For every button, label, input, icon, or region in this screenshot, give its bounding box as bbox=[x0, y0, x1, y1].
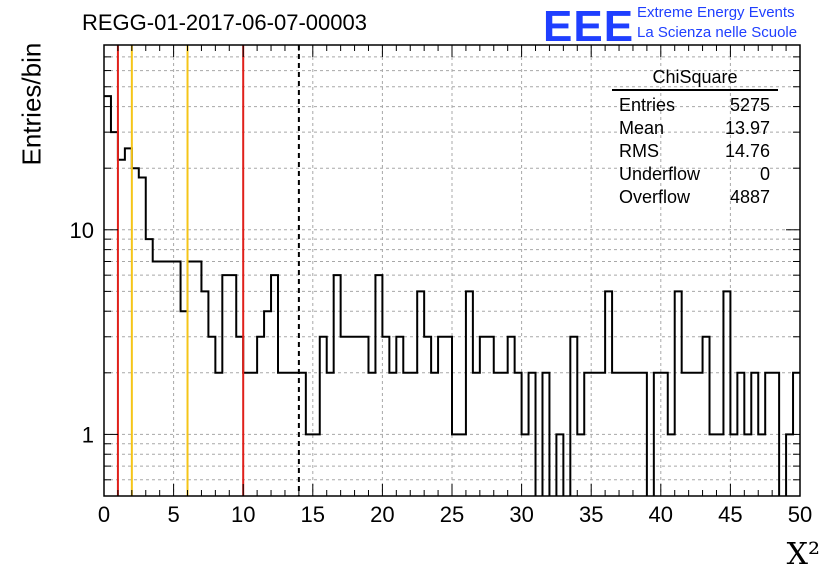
histogram-series bbox=[104, 95, 800, 496]
stats-row: RMS 14.76 bbox=[612, 140, 778, 163]
plot-title: REGG-01-2017-06-07-00003 bbox=[82, 10, 367, 35]
y-tick-label: 1 bbox=[82, 422, 94, 447]
x-tick-label: 50 bbox=[788, 502, 812, 527]
stats-value: 0 bbox=[759, 164, 770, 184]
stats-label: Underflow bbox=[619, 164, 701, 184]
x-tick-label: 45 bbox=[718, 502, 742, 527]
stats-label: Entries bbox=[619, 95, 676, 115]
stats-label: Overflow bbox=[619, 187, 691, 207]
stats-row: Underflow 0 bbox=[612, 163, 778, 186]
x-axis-label: X² bbox=[786, 537, 820, 572]
stats-box: ChiSquare Entries 5275 Mean 13.97 RMS 14.76… bbox=[612, 67, 778, 209]
stats-row: Mean 13.97 bbox=[612, 117, 778, 140]
eee-logo: EEE bbox=[543, 2, 635, 51]
logo-line-1: Extreme Energy Events bbox=[637, 4, 795, 21]
x-tick-label: 0 bbox=[98, 502, 110, 527]
x-tick-label: 25 bbox=[440, 502, 464, 527]
x-tick-label: 10 bbox=[231, 502, 255, 527]
x-tick-label: 5 bbox=[167, 502, 179, 527]
stats-value: 14.76 bbox=[724, 141, 770, 161]
stats-value: 13.97 bbox=[724, 118, 770, 138]
stats-value: 4887 bbox=[729, 187, 770, 207]
stats-label: Mean bbox=[619, 118, 665, 138]
x-tick-label: 40 bbox=[649, 502, 673, 527]
stats-label: RMS bbox=[619, 141, 659, 161]
stats-row: Overflow 4887 bbox=[612, 186, 778, 209]
x-tick-label: 20 bbox=[370, 502, 394, 527]
y-axis-label: Entries/bin bbox=[16, 42, 47, 166]
logo-line-2: La Scienza nelle Scuole bbox=[637, 24, 798, 41]
y-tick-label: 10 bbox=[70, 218, 94, 243]
x-tick-label: 30 bbox=[509, 502, 533, 527]
x-tick-label: 15 bbox=[301, 502, 325, 527]
stats-title: ChiSquare bbox=[612, 67, 778, 91]
stats-value: 5275 bbox=[729, 95, 770, 115]
x-tick-label: 35 bbox=[579, 502, 603, 527]
stats-row: Entries 5275 bbox=[612, 94, 778, 117]
